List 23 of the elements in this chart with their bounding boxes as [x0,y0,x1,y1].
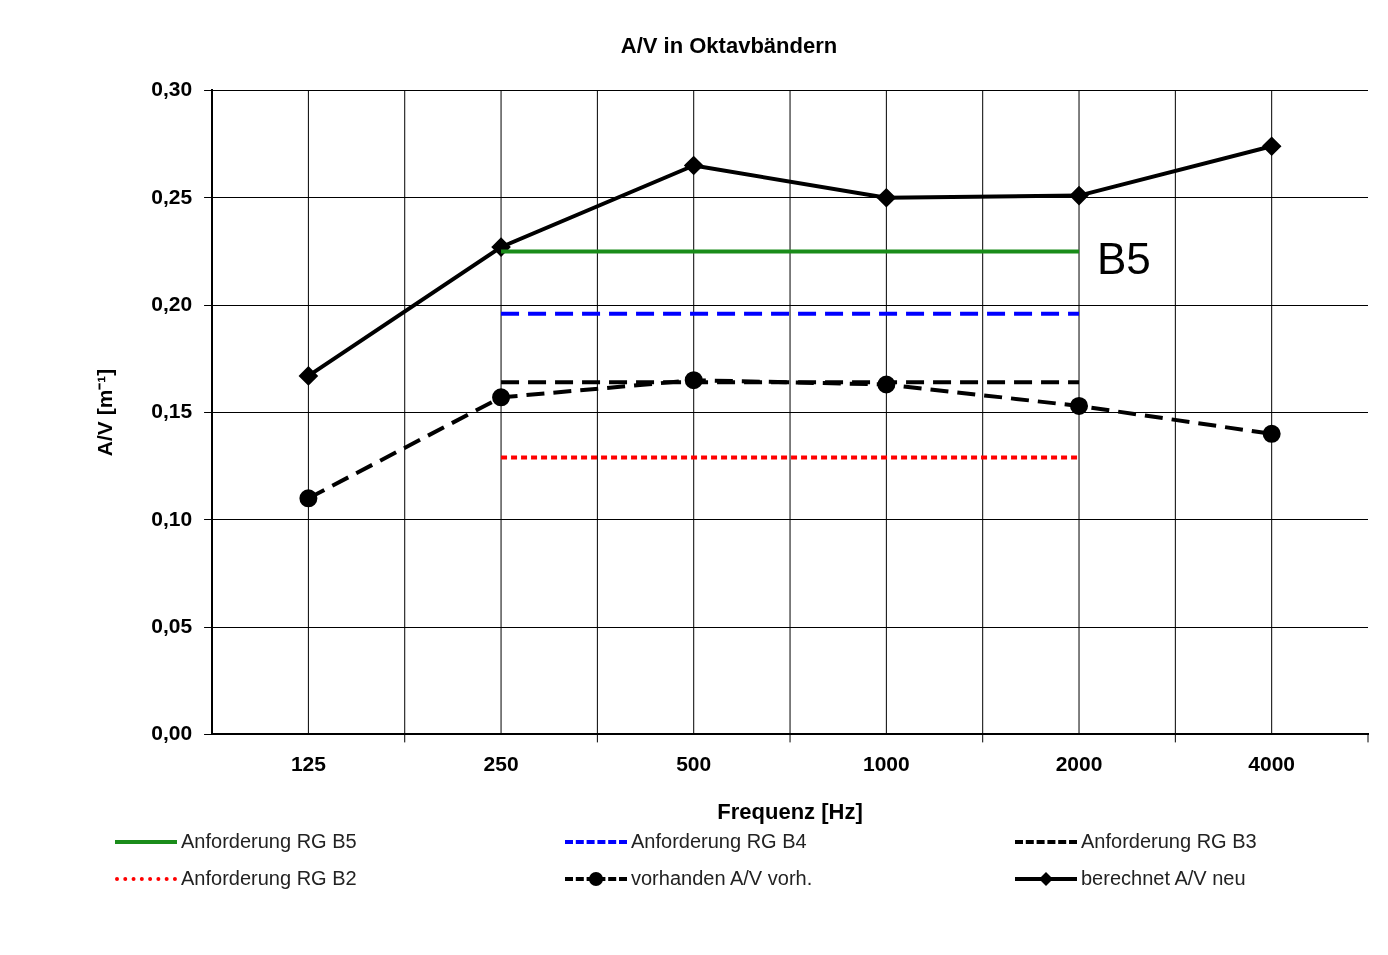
legend-label: Anforderung RG B5 [181,830,357,853]
annotation: B5 [1097,233,1151,283]
x-tick-label: 4000 [1248,751,1296,775]
legend-label: Anforderung RG B2 [181,867,357,890]
y-axis-title: A/V [m⁻¹] [93,368,117,457]
x-tick-label: 500 [676,751,712,775]
y-tick-label: 0,20 [151,291,193,315]
legend-label: vorhanden A/V vorh. [631,867,813,890]
y-tick-label: 0,15 [151,399,193,423]
x-tick-label: 2000 [1055,751,1103,775]
y-tick-label: 0,00 [151,721,193,745]
legend-label: Anforderung RG B3 [1081,830,1257,853]
x-tick-label: 125 [290,751,327,775]
y-tick-label: 0,10 [151,506,193,530]
x-tick-label: 250 [483,751,519,775]
x-axis-title: Frequenz [Hz] [717,798,863,824]
legend-label: berechnet A/V neu [1081,867,1246,890]
y-tick-label: 0,25 [151,184,193,208]
y-tick-label: 0,05 [151,613,193,637]
chart-title: A/V in Oktavbändern [620,33,838,59]
legend-label: Anforderung RG B4 [631,830,807,853]
y-tick-label: 0,30 [151,77,193,101]
x-tick-label: 1000 [863,751,910,775]
